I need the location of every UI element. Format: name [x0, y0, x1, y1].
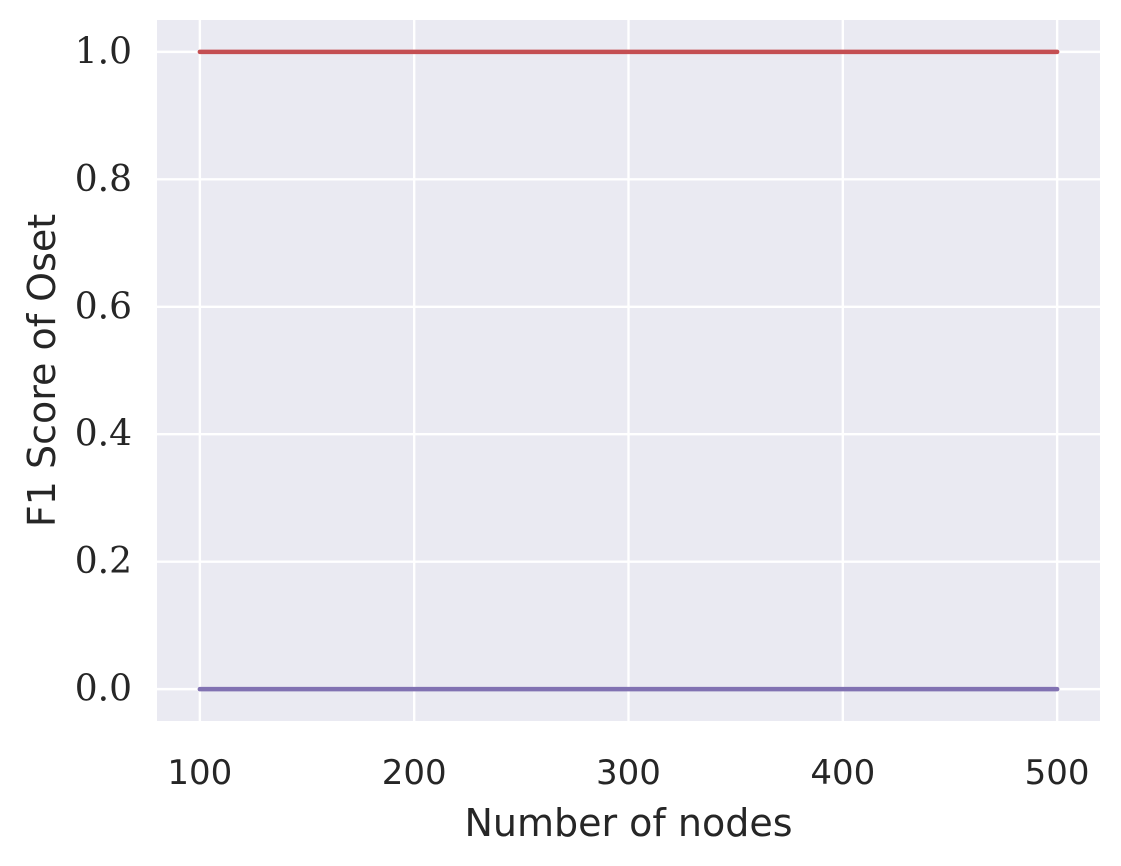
series-lines	[197, 49, 1060, 692]
x-tick-label: 100	[167, 753, 232, 793]
x-tick-label: 200	[382, 753, 447, 793]
y-tick-label: 1.0	[75, 31, 132, 72]
y-tick-label: 0.8	[75, 159, 132, 200]
x-axis-ticks: 100 200 300 400 500	[167, 753, 1089, 793]
y-axis-ticks: 0.0 0.2 0.4 0.6 0.8 1.0	[75, 31, 132, 709]
y-axis-label: F1 Score of Oset	[20, 214, 64, 527]
x-tick-label: 500	[1025, 753, 1090, 793]
y-tick-label: 0.0	[75, 669, 132, 710]
y-tick-label: 0.4	[75, 414, 132, 455]
x-axis-label: Number of nodes	[464, 801, 792, 845]
x-tick-label: 400	[810, 753, 875, 793]
x-tick-label: 300	[596, 753, 661, 793]
y-tick-label: 0.2	[75, 541, 132, 582]
y-tick-label: 0.6	[75, 286, 132, 327]
